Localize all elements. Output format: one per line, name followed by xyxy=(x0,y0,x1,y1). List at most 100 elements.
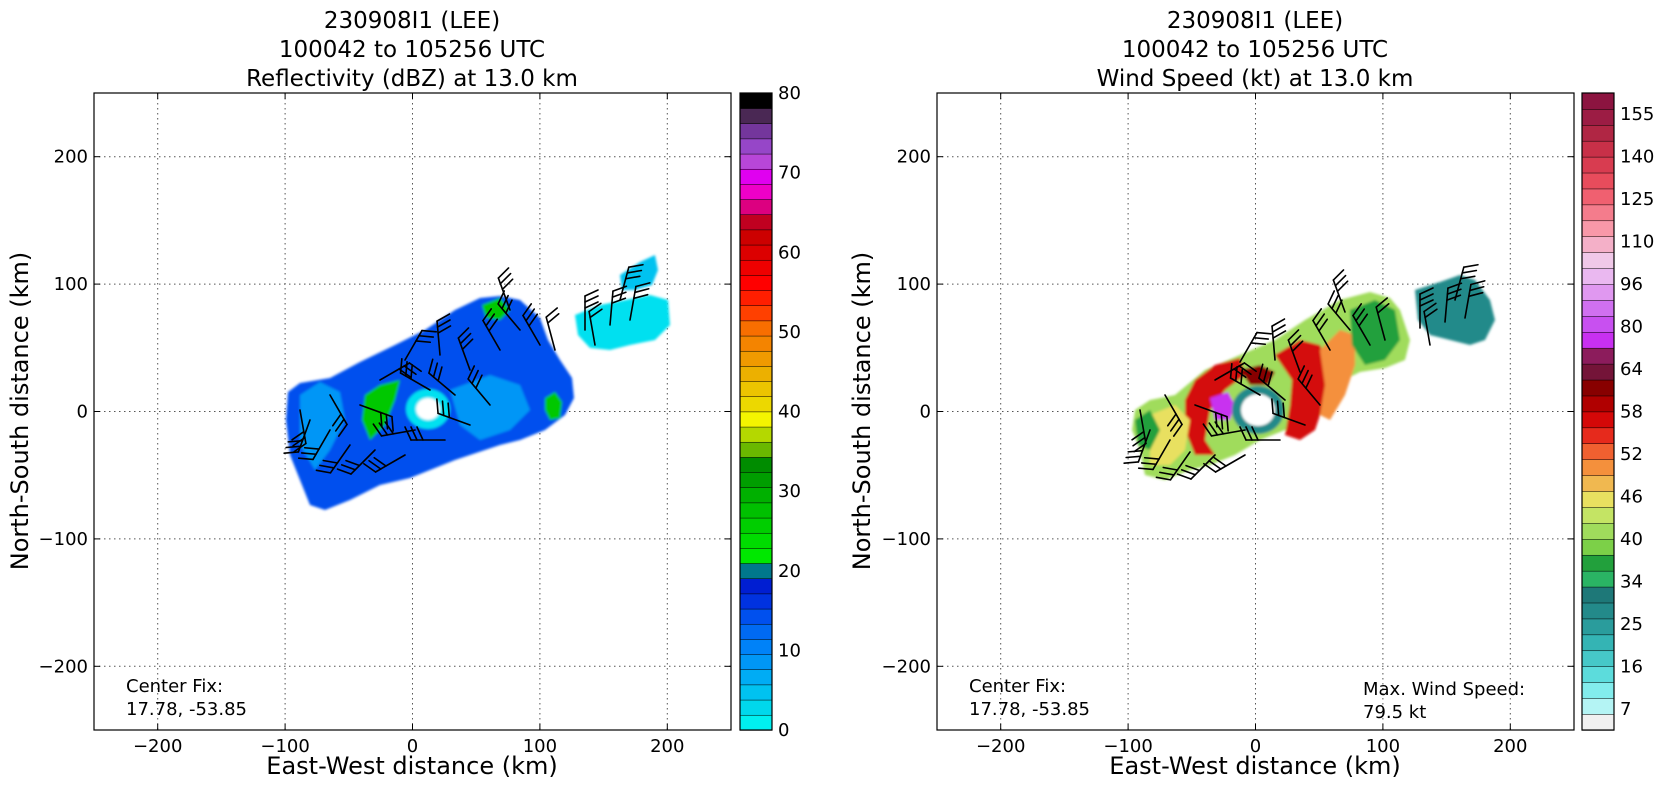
x-tick-label: 100 xyxy=(1366,736,1400,757)
x-tick-label: 200 xyxy=(650,736,684,757)
wind-barb xyxy=(629,282,651,321)
colorbar-tick-label: 40 xyxy=(1620,529,1643,550)
center-fix-label: Center Fix: xyxy=(126,676,223,697)
colorbar-tick-label: 30 xyxy=(778,481,801,502)
wind-barb xyxy=(497,267,514,311)
colorbar-segment xyxy=(1581,315,1615,333)
wind-barb xyxy=(1423,302,1438,346)
x-tick-label: −100 xyxy=(1103,736,1152,757)
wind-barb xyxy=(522,303,541,346)
colorbar-tick-label: 96 xyxy=(1620,274,1643,295)
field-region-green-ne xyxy=(1350,300,1400,365)
field-region-orange xyxy=(1320,330,1355,420)
colorbar-segment xyxy=(1581,506,1615,524)
colorbar-segment xyxy=(739,380,773,397)
colorbar-segment xyxy=(1581,554,1615,572)
x-tick-label: −200 xyxy=(976,736,1025,757)
field-region-mid-2 xyxy=(450,375,530,440)
wind-barb xyxy=(1419,287,1434,329)
colorbar-segment xyxy=(1581,411,1615,429)
colorbar-segment xyxy=(1581,347,1615,365)
wind-barb xyxy=(1239,331,1273,363)
colorbar-tick-label: 70 xyxy=(778,163,801,184)
colorbar: 0 10 20 30 40 50 60 70 80 xyxy=(739,83,801,741)
x-ticks: −200 −100 0 100 200 xyxy=(976,93,1527,757)
colorbar-tick-label: 50 xyxy=(778,322,801,343)
colorbar-segment xyxy=(1581,697,1615,715)
colorbar-segment xyxy=(1581,124,1615,142)
colorbar-segment xyxy=(1581,570,1615,588)
colorbar-segment xyxy=(739,638,773,655)
chart-title-line-1: 230908I1 (LEE) xyxy=(324,8,500,34)
colorbar-tick-label: 20 xyxy=(778,561,801,582)
colorbar-segment xyxy=(739,456,773,473)
wind-barb xyxy=(1312,308,1331,351)
colorbar-segment xyxy=(1581,363,1615,381)
wind-barb xyxy=(372,421,416,437)
center-fix-label: Center Fix: xyxy=(969,676,1066,697)
y-tick-label: −100 xyxy=(39,529,88,550)
colorbar-segment xyxy=(739,274,773,291)
wind-barb xyxy=(428,358,456,396)
colorbar-segment xyxy=(1581,538,1615,556)
y-tick-label: 200 xyxy=(54,147,88,168)
wind-barb xyxy=(363,454,406,473)
colorbar-segment xyxy=(1581,331,1615,349)
colorbar-segment xyxy=(739,669,773,686)
colorbar-segment xyxy=(739,123,773,140)
colorbar-segment xyxy=(739,138,773,155)
eye-core xyxy=(416,398,440,420)
wind-speed-field xyxy=(1123,263,1495,481)
y-tick-label: −100 xyxy=(882,529,931,550)
max-wind-speed-value: 79.5 kt xyxy=(1363,702,1426,723)
wind-barb xyxy=(336,449,376,475)
y-tick-label: −200 xyxy=(39,656,88,677)
colorbar-segment xyxy=(739,198,773,215)
colorbar-segment xyxy=(739,350,773,367)
colorbar-segment xyxy=(739,244,773,261)
wind-barbs xyxy=(1123,263,1486,481)
colorbar-segment xyxy=(739,183,773,200)
colorbar-segment xyxy=(739,107,773,124)
colorbar-segment xyxy=(739,396,773,413)
colorbar-segment xyxy=(739,289,773,306)
colorbar-tick-label: 110 xyxy=(1620,232,1654,253)
x-tick-label: −200 xyxy=(133,736,182,757)
colorbar-segment xyxy=(739,320,773,337)
colorbar-segment xyxy=(739,92,773,109)
colorbar-segment xyxy=(1581,634,1615,652)
colorbar-segment xyxy=(1581,650,1615,667)
colorbar-segment xyxy=(1581,427,1615,444)
field-region-cyan-top xyxy=(620,255,658,290)
colorbar-segment xyxy=(739,608,773,625)
colorbar-segment xyxy=(1581,395,1615,413)
colorbar-frame xyxy=(739,92,773,731)
chart-title-line-1: 230908I1 (LEE) xyxy=(1167,8,1343,34)
x-axis-label: East-West distance (km) xyxy=(266,752,557,780)
wind-barb xyxy=(1375,297,1390,341)
chart-title-line-3: Wind Speed (kt) at 13.0 km xyxy=(1097,66,1414,92)
colorbar-segment xyxy=(739,214,773,231)
max-wind-speed-label: Max. Wind Speed: xyxy=(1363,679,1525,700)
colorbar-segment xyxy=(739,471,773,488)
y-ticks: −200 −100 0 100 200 xyxy=(39,147,731,677)
x-tick-label: 0 xyxy=(1250,736,1261,757)
x-axis-label: East-West distance (km) xyxy=(1109,752,1400,780)
wind-barb xyxy=(1239,426,1281,441)
wind-barb xyxy=(436,313,452,356)
colorbar-segment xyxy=(1581,490,1615,508)
colorbar-tick-label: 25 xyxy=(1620,614,1643,635)
wind-speed-panel: 230908I1 (LEE) 100042 to 105256 UTC Wind… xyxy=(848,8,1654,780)
field-region-green-east xyxy=(545,392,562,420)
wind-barb xyxy=(1454,263,1479,301)
colorbar-segment xyxy=(1581,474,1615,492)
wind-barb xyxy=(1464,280,1486,319)
wind-barb xyxy=(1258,363,1286,401)
wind-barb xyxy=(588,302,603,346)
colorbar-segment xyxy=(739,229,773,246)
colorbar-segment xyxy=(739,593,773,610)
wind-barb xyxy=(467,365,491,406)
chart-title-line-3: Reflectivity (dBZ) at 13.0 km xyxy=(246,66,578,92)
colorbar-segment xyxy=(1581,618,1615,636)
